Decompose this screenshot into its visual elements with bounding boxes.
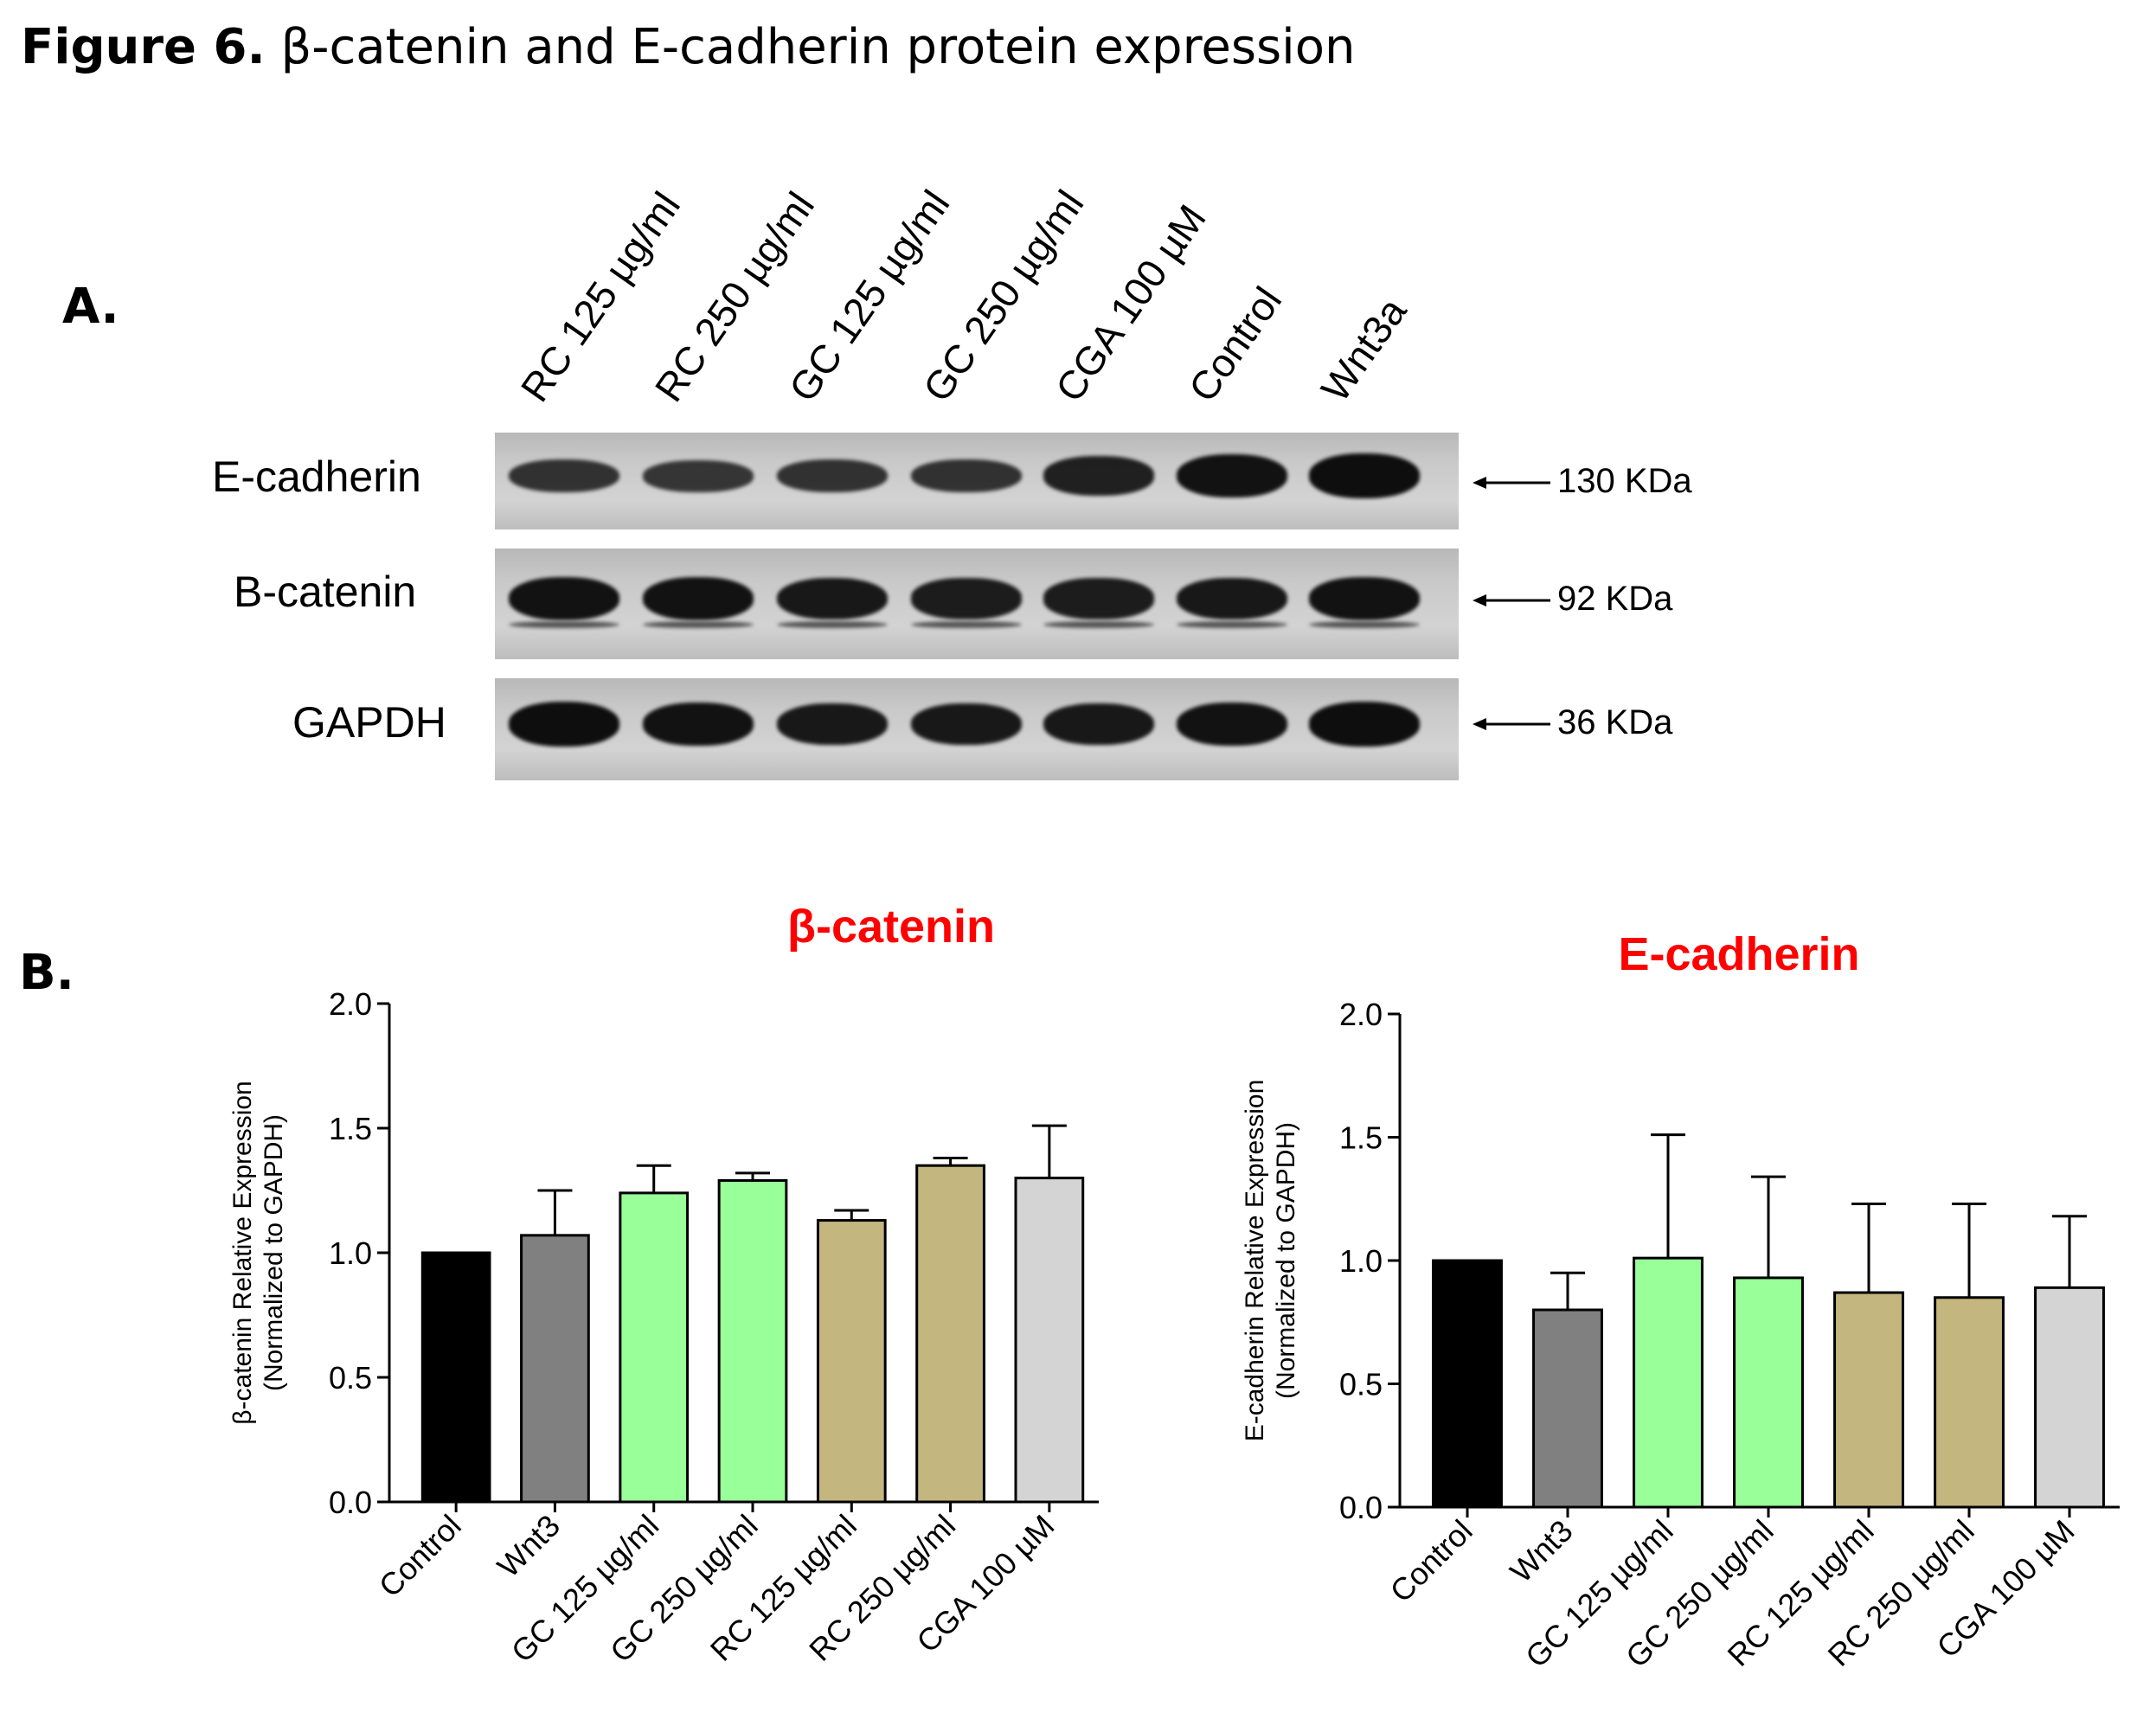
y-tick-label: 1.5 (1339, 1120, 1383, 1156)
blot-band (1043, 578, 1154, 619)
blot-band (509, 576, 619, 621)
y-tick-label: 1.0 (1339, 1243, 1383, 1279)
e-cadherin-chart-title: E-cadherin (1618, 928, 1860, 980)
blot-band (509, 701, 619, 748)
blot-faint-band (1309, 621, 1420, 628)
blot-faint-band (1177, 621, 1287, 628)
bar (1934, 1296, 2005, 1509)
blot-band (1177, 702, 1287, 747)
arrow-icon (1473, 594, 1550, 606)
panel-a-letter: A. (62, 279, 119, 335)
x-tick-label: Wnt3 (491, 1508, 567, 1584)
y-tick-label: 0.5 (329, 1360, 372, 1396)
bar (1532, 1308, 1603, 1509)
blot-band (1309, 452, 1420, 499)
bar (420, 1251, 491, 1504)
y-tick-label: 0.0 (329, 1485, 372, 1520)
blot-band (643, 459, 754, 492)
blot-faint-band (777, 621, 888, 628)
blot-band (1177, 453, 1287, 498)
bar (1432, 1259, 1503, 1509)
bar (2034, 1286, 2105, 1509)
blot-label: B-catenin (234, 568, 417, 616)
blot-band (911, 578, 1022, 619)
bar (816, 1219, 887, 1504)
y-axis-label: β-catenin Relative Expression (228, 1081, 257, 1424)
blot-band (1309, 701, 1420, 748)
bar (1833, 1291, 1904, 1509)
bar (520, 1234, 590, 1504)
blot-band (1309, 576, 1420, 621)
bar (1633, 1256, 1704, 1509)
blot-band (911, 703, 1022, 746)
y-axis-label-normalization: (Normalized to GAPDH) (1272, 1122, 1300, 1399)
blot-band (643, 576, 754, 621)
bar (717, 1178, 788, 1504)
panel-b-letter: B. (19, 945, 74, 1001)
e-cadherin-bar-chart: 0.0 0.5 1.0 1.5 2.0 E-cadherin Relative Expre… (1241, 997, 2120, 1674)
blot-band (1177, 577, 1287, 620)
bar (619, 1191, 690, 1504)
y-tick-label: 0.0 (1339, 1490, 1383, 1525)
bar (1014, 1177, 1085, 1504)
blot-band (777, 703, 888, 746)
blot-band (777, 459, 888, 493)
blot-band (1043, 456, 1154, 496)
blot-faint-band (643, 621, 754, 628)
blot-label: GAPDH (292, 698, 446, 747)
y-tick-label: 2.0 (329, 986, 372, 1022)
y-axis-label-normalization: (Normalized to GAPDH) (260, 1114, 288, 1391)
blot-band (643, 702, 754, 747)
y-tick-label: 1.5 (329, 1111, 372, 1146)
x-tick-label: Control (1383, 1513, 1479, 1609)
blot-band (911, 459, 1022, 493)
bar (1733, 1276, 1804, 1509)
blot-faint-band (1043, 621, 1154, 628)
molecular-weight-label: 130 KDa (1557, 462, 1692, 500)
x-tick-label: Control (372, 1508, 468, 1604)
beta-catenin-chart-title: β-catenin (787, 901, 995, 953)
molecular-weight-label: 92 KDa (1557, 580, 1673, 618)
lane-label: Wnt3a (1312, 289, 1415, 410)
blot-faint-band (911, 621, 1022, 628)
blot-faint-band (509, 621, 619, 628)
arrow-icon (1473, 718, 1550, 730)
lane-label: Control (1179, 279, 1291, 410)
y-tick-label: 2.0 (1339, 997, 1383, 1032)
blot-band (509, 459, 619, 493)
blot-label: E-cadherin (212, 452, 421, 501)
arrow-icon (1473, 477, 1550, 489)
beta-catenin-bar-chart: 0.0 0.5 1.0 1.5 2.0 β-catenin Relative Expres… (228, 986, 1099, 1669)
figure-number: Figure 6. (21, 19, 266, 75)
x-tick-label: Wnt3 (1503, 1513, 1579, 1589)
y-axis-label: E-cadherin Relative Expression (1241, 1080, 1269, 1442)
blot-band (777, 577, 888, 620)
y-tick-label: 1.0 (329, 1235, 372, 1271)
molecular-weight-label: 36 KDa (1557, 703, 1673, 741)
figure-title: Figure 6. β-catenin and E-cadherin prote… (21, 19, 1356, 75)
bar (915, 1164, 985, 1504)
figure-title-text: β-catenin and E-cadherin protein express… (265, 19, 1356, 75)
blot-band (1043, 703, 1154, 746)
y-tick-label: 0.5 (1339, 1367, 1383, 1402)
